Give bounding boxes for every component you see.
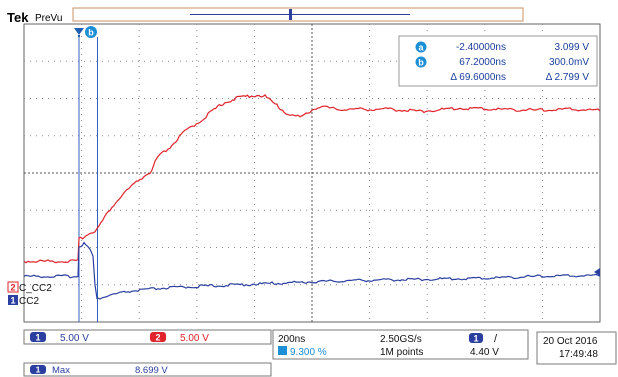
trigger-position: 9.300 % (290, 347, 327, 358)
cursor-delta-time: Δ 69.6000ns (450, 72, 506, 83)
ch2-waveform (23, 94, 601, 264)
measurement-value: 8.699 V (135, 365, 168, 376)
ch1-scale: 5.00 V (60, 333, 89, 344)
cursor-delta-value: Δ 2.799 V (546, 72, 590, 83)
svg-text:2: 2 (155, 333, 160, 343)
trigger-slope-icon: / (494, 333, 498, 345)
channel-scale-box[interactable] (23, 329, 272, 345)
svg-text:2: 2 (10, 283, 15, 293)
cursor-b-readout-badge (415, 56, 427, 68)
timebase-box[interactable] (272, 329, 529, 360)
date: 20 Oct 2016 (543, 336, 598, 347)
ch1-waveform (23, 241, 601, 300)
trigger-position-badge (278, 346, 287, 355)
measurement-box[interactable] (23, 362, 272, 377)
timebase: 200ns (278, 334, 305, 345)
cursor-a-time: -2.40000ns (456, 42, 506, 53)
svg-text:b: b (88, 28, 94, 38)
svg-text:a: a (418, 43, 424, 53)
cursor-a-badge (415, 41, 427, 53)
svg-text:1: 1 (473, 334, 478, 344)
status-bar: 1 5.00 V 2 5.00 V 200ns 9.300 % 2.50GS/s… (23, 329, 617, 377)
ch2-name: C_CC2 (19, 283, 52, 294)
measurement-label: Max (52, 365, 70, 376)
svg-text:b: b (418, 58, 424, 68)
cursor-readout-panel: a -2.40000ns 3.099 V b 67.2000ns 300.0mV… (398, 35, 598, 87)
cursor-a-value: 3.099 V (555, 42, 590, 53)
record-view-marker (289, 9, 292, 20)
acquisition-mode: PreVu (35, 13, 62, 24)
ch1-name: CC2 (19, 296, 39, 307)
cursor-b-value: 300.0mV (549, 57, 589, 68)
trigger-position-line (78, 35, 80, 37)
svg-text:1: 1 (36, 365, 41, 375)
cursor-b-badge[interactable] (85, 26, 97, 38)
trigger-level: 4.40 V (470, 347, 499, 358)
ch2-scale: 5.00 V (180, 333, 209, 344)
trigger-position-icon (74, 28, 84, 35)
svg-text:1: 1 (35, 333, 40, 343)
svg-text:1: 1 (10, 296, 15, 306)
datetime-box (536, 331, 617, 365)
time: 17:49:48 (559, 349, 598, 360)
brand-logo: Tek (7, 10, 29, 25)
ch2-label[interactable]: 2 C_CC2 (7, 281, 52, 294)
cursor-b-time: 67.2000ns (459, 57, 506, 68)
ch1-label[interactable]: 1 CC2 (8, 295, 39, 307)
sample-rate: 2.50GS/s (380, 334, 422, 345)
record-length: 1M points (380, 347, 423, 358)
trigger-level-icon (594, 268, 600, 276)
